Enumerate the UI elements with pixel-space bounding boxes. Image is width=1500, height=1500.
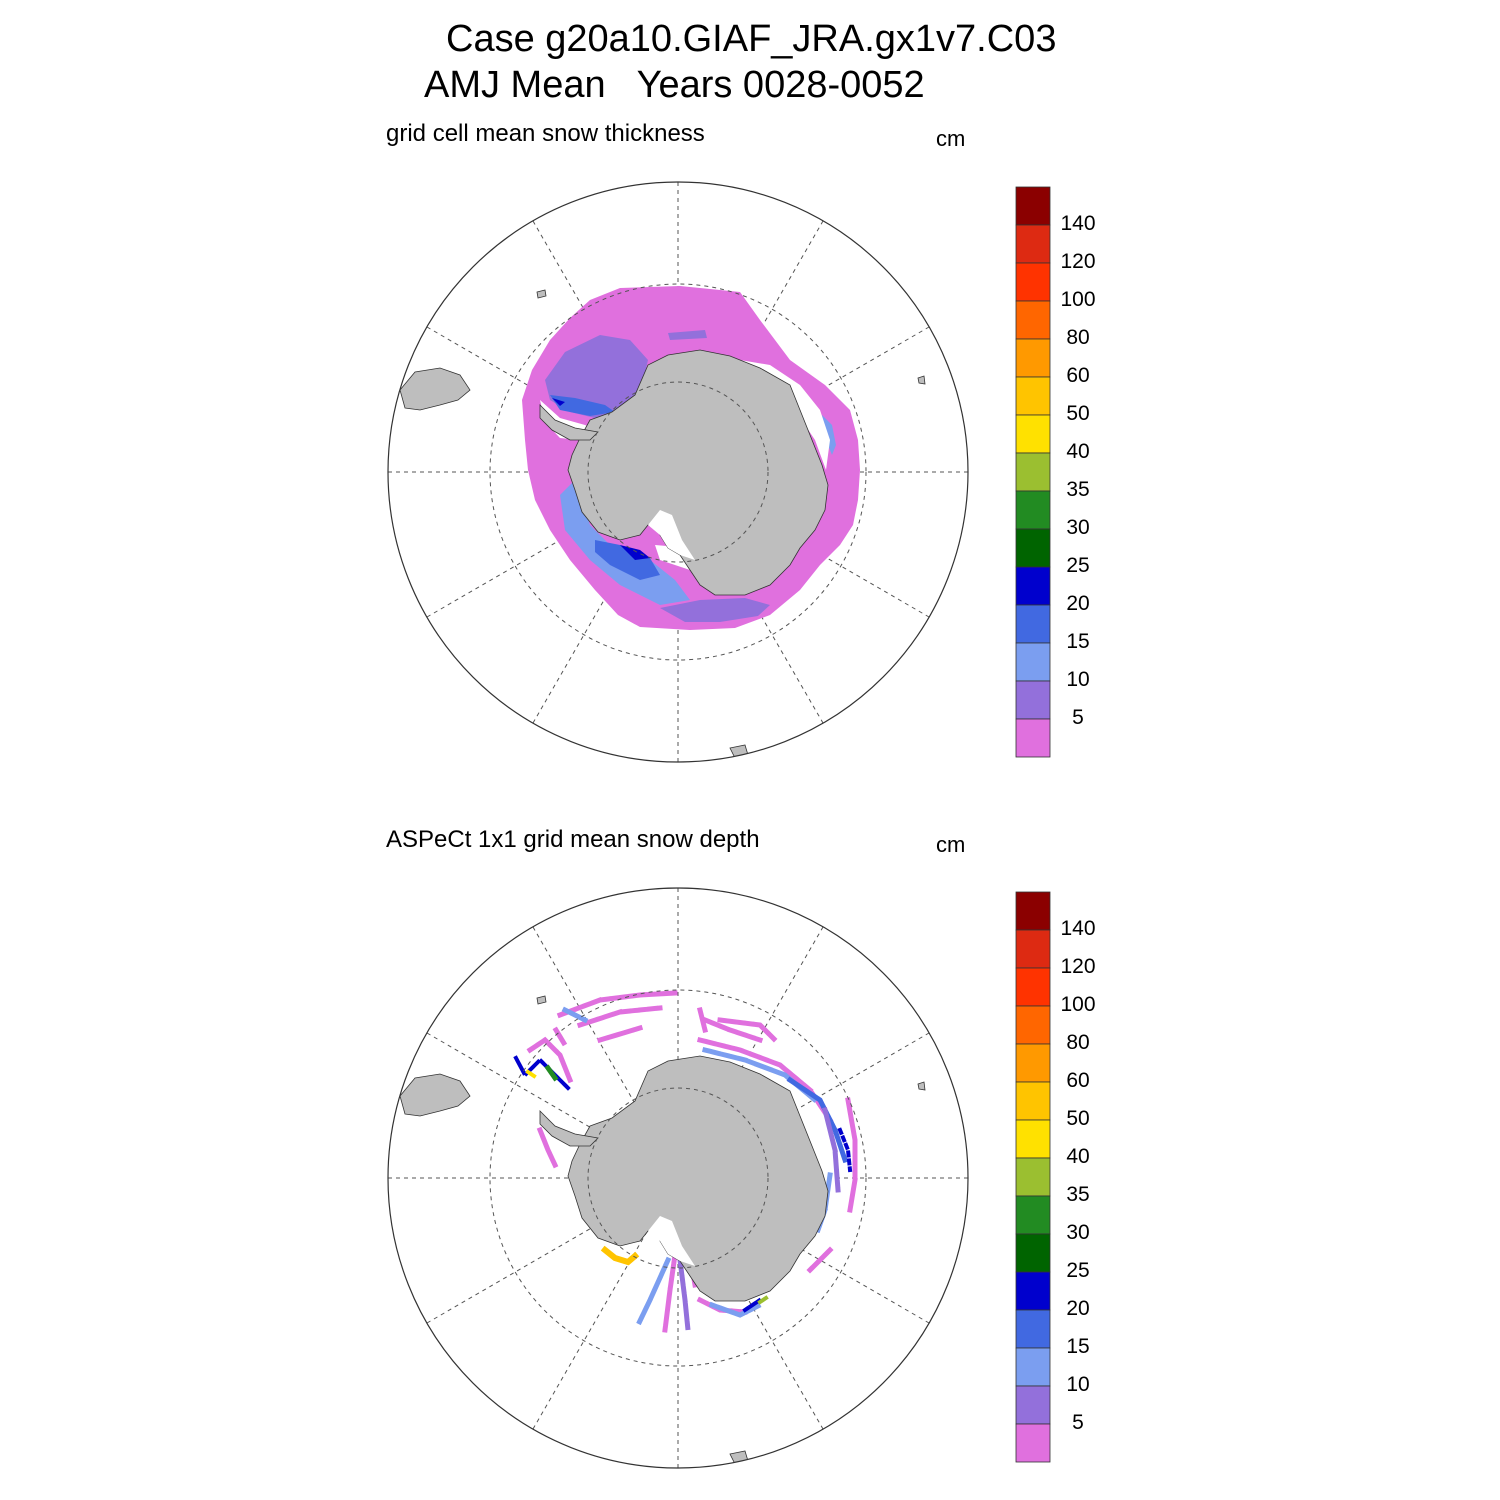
colorbar-tick-label: 10 [1066,668,1090,691]
colorbar-tick-label: 25 [1066,554,1090,577]
figure-title-period: AMJ Mean Years 0028-0052 [424,64,925,106]
map-border [387,181,969,763]
snow-band-20-25 [620,545,650,560]
colorbar-swatch [1015,929,1051,969]
colorbar-model [1015,186,1051,758]
antarctic-peninsula [539,1110,599,1147]
colorbar-swatch [1015,452,1051,492]
colorbar-tick-label: 35 [1066,1183,1090,1206]
colorbar-swatch [1015,1119,1051,1159]
colorbar-swatch [1015,1081,1051,1121]
snow-band-5-10 [545,335,648,418]
colorbar-tick-label: 40 [1066,440,1090,463]
colorbar-tick-label: 5 [1072,1411,1084,1434]
colorbar-swatch [1015,1423,1051,1463]
colorbar-swatch [1015,642,1051,682]
colorbar-swatch [1015,490,1051,530]
map-border [387,887,969,1469]
south-america-landmass [399,1073,471,1117]
colorbar-swatch [1015,1005,1051,1045]
colorbar-observations [1015,891,1051,1463]
colorbar-swatch [1015,1309,1051,1349]
colorbar-tick-label: 120 [1060,955,1096,978]
panel2-units: cm [936,832,966,857]
colorbar-tick-label: 50 [1066,1107,1090,1130]
colorbar-tick-label: 10 [1066,1373,1090,1396]
colorbar-swatch [1015,680,1051,720]
colorbar-swatch [1015,891,1051,931]
panel2-subtitle: ASPeCt 1x1 grid mean snow depth [386,826,760,853]
snow-band-15-20 [595,540,660,580]
colorbar-tick-label: 100 [1060,993,1096,1016]
south-america-landmass [399,367,471,411]
colorbar-tick-label: 140 [1060,917,1096,940]
colorbar-tick-label: 25 [1066,1259,1090,1282]
snow-observation-tracks [513,990,858,1333]
colorbar-tick-label: 80 [1066,326,1090,349]
colorbar-tick-label: 15 [1066,630,1090,653]
panel1-units: cm [936,126,966,151]
colorbar-swatch [1015,528,1051,568]
colorbar-tick-label: 5 [1072,706,1084,729]
colorbar-swatch [1015,338,1051,378]
polar-map-model [387,181,969,763]
colorbar-tick-label: 60 [1066,364,1090,387]
colorbar-tick-label: 15 [1066,1335,1090,1358]
colorbar-tick-label: 120 [1060,250,1096,273]
colorbar-tick-label: 40 [1066,1145,1090,1168]
antarctica-landmass [567,1055,829,1302]
antarctic-peninsula [539,404,599,441]
colorbar-swatch [1015,1233,1051,1273]
colorbar-tick-label: 30 [1066,516,1090,539]
colorbar-swatch [1015,1043,1051,1083]
colorbar-swatch [1015,300,1051,340]
figure-title-case: Case g20a10.GIAF_JRA.gx1v7.C03 [446,18,1057,60]
colorbar-swatch [1015,967,1051,1007]
colorbar-tick-label: 100 [1060,288,1096,311]
colorbar-swatch [1015,1157,1051,1197]
panel1-subtitle: grid cell mean snow thickness [386,120,705,147]
colorbar-swatch [1015,224,1051,264]
colorbar-tick-label: 60 [1066,1069,1090,1092]
colorbar-swatch [1015,414,1051,454]
colorbar-swatch [1015,262,1051,302]
polar-map-observations [387,887,969,1469]
latitude-grid [489,283,867,661]
colorbar-swatch [1015,1195,1051,1235]
colorbar-tick-label: 30 [1066,1221,1090,1244]
colorbar-tick-label: 20 [1066,592,1090,615]
colorbar-tick-label: 50 [1066,402,1090,425]
latitude-grid [489,989,867,1367]
colorbar-swatch [1015,604,1051,644]
colorbar-swatch [1015,1271,1051,1311]
colorbar-swatch [1015,186,1051,226]
colorbar-swatch [1015,566,1051,606]
colorbar-tick-label: 35 [1066,478,1090,501]
colorbar-tick-label: 140 [1060,212,1096,235]
colorbar-tick-label: 20 [1066,1297,1090,1320]
colorbar-swatch [1015,1347,1051,1387]
colorbar-swatch [1015,1385,1051,1425]
colorbar-tick-label: 80 [1066,1031,1090,1054]
antarctica-landmass [567,349,829,596]
colorbar-swatch [1015,376,1051,416]
colorbar-swatch [1015,718,1051,758]
